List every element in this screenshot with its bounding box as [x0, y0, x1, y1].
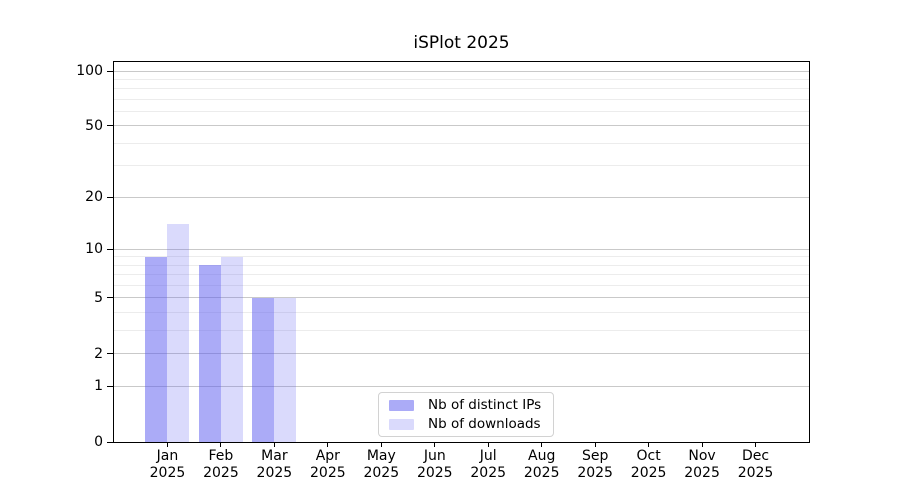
y-tick-label: 100 — [76, 63, 103, 80]
x-tick — [594, 442, 596, 447]
x-tick — [541, 442, 543, 447]
y-tick-label: 0 — [94, 434, 103, 450]
legend-label-downloads: Nb of downloads — [428, 416, 541, 432]
plot-area: 0 1 2 5 10 20 50 100 Jan 2025 Feb 2025 Mar 2025 Apr… — [76, 61, 810, 481]
legend-swatch-downloads — [389, 418, 414, 430]
gridline-minor — [114, 264, 809, 266]
x-tick — [220, 442, 222, 447]
y-tick — [107, 441, 113, 443]
gridline-major — [114, 248, 809, 250]
x-tick — [487, 442, 489, 447]
gridline-major — [114, 297, 809, 299]
bar-nb-of-distinct-ips-jan — [145, 256, 168, 442]
gridline-major — [114, 385, 809, 387]
legend-entry-downloads: Nb of downloads — [389, 417, 545, 431]
x-tick — [648, 442, 650, 447]
x-tick — [755, 442, 757, 447]
bar-nb-of-downloads-mar — [274, 297, 297, 442]
gridline-minor — [114, 111, 809, 113]
x-tick-label: Jul 2025 — [470, 448, 507, 481]
legend-entry-distinct-ips: Nb of distinct IPs — [389, 398, 545, 412]
x-tick-label: Sep 2025 — [577, 448, 613, 481]
x-tick-label: Aug 2025 — [523, 448, 560, 481]
y-tick-label: 5 — [94, 289, 103, 306]
gridline-major — [114, 70, 809, 72]
x-tick — [273, 442, 275, 447]
bar-nb-of-downloads-jan — [167, 224, 190, 442]
x-tick — [380, 442, 382, 447]
legend-swatch-distinct-ips — [389, 399, 414, 411]
bar-nb-of-distinct-ips-mar — [252, 297, 275, 442]
x-tick — [701, 442, 703, 447]
gridline-major — [114, 353, 809, 355]
x-tick-label: Apr 2025 — [310, 448, 346, 481]
y-tick-label: 2 — [94, 345, 103, 362]
gridline-minor — [114, 330, 809, 332]
bar-nb-of-distinct-ips-feb — [198, 265, 221, 442]
gridline-minor — [114, 142, 809, 144]
y-tick — [107, 125, 113, 127]
y-tick-label: 1 — [94, 378, 103, 395]
x-tick-label: Feb 2025 — [203, 448, 239, 481]
x-tick-label: Oct 2025 — [630, 448, 667, 481]
gridline-minor — [114, 274, 809, 276]
y-tick — [107, 353, 113, 355]
y-tick — [107, 385, 113, 387]
gridline-minor — [114, 98, 809, 100]
x-tick — [327, 442, 329, 447]
x-tick-label: Jun 2025 — [416, 448, 453, 481]
legend: Nb of distinct IPs Nb of downloads — [378, 392, 554, 437]
gridline-minor — [114, 256, 809, 258]
y-tick-label: 50 — [85, 117, 103, 134]
x-tick-label: Dec 2025 — [737, 448, 774, 481]
x-tick-label: Mar 2025 — [256, 448, 293, 481]
gridline-major — [114, 125, 809, 127]
chart-title: iSPlot 2025 — [413, 33, 510, 53]
x-tick — [434, 442, 436, 447]
gridline-minor — [114, 78, 809, 80]
y-tick — [107, 70, 113, 72]
y-tick-label: 10 — [85, 241, 103, 258]
x-tick-label: Nov 2025 — [684, 448, 720, 481]
gridline-minor — [114, 312, 809, 314]
y-tick — [107, 248, 113, 250]
y-tick — [107, 297, 113, 299]
gridline-minor — [114, 88, 809, 90]
legend-label-distinct-ips: Nb of distinct IPs — [428, 397, 542, 413]
x-tick — [166, 442, 168, 447]
x-tick-label: May 2025 — [363, 448, 400, 481]
gridline-minor — [114, 285, 809, 287]
x-tick-label: Jan 2025 — [149, 448, 186, 481]
gridline-major — [114, 196, 809, 198]
y-tick-label: 20 — [85, 189, 103, 206]
gridline-minor — [114, 165, 809, 167]
bar-nb-of-downloads-feb — [220, 256, 243, 442]
y-tick — [107, 196, 113, 198]
